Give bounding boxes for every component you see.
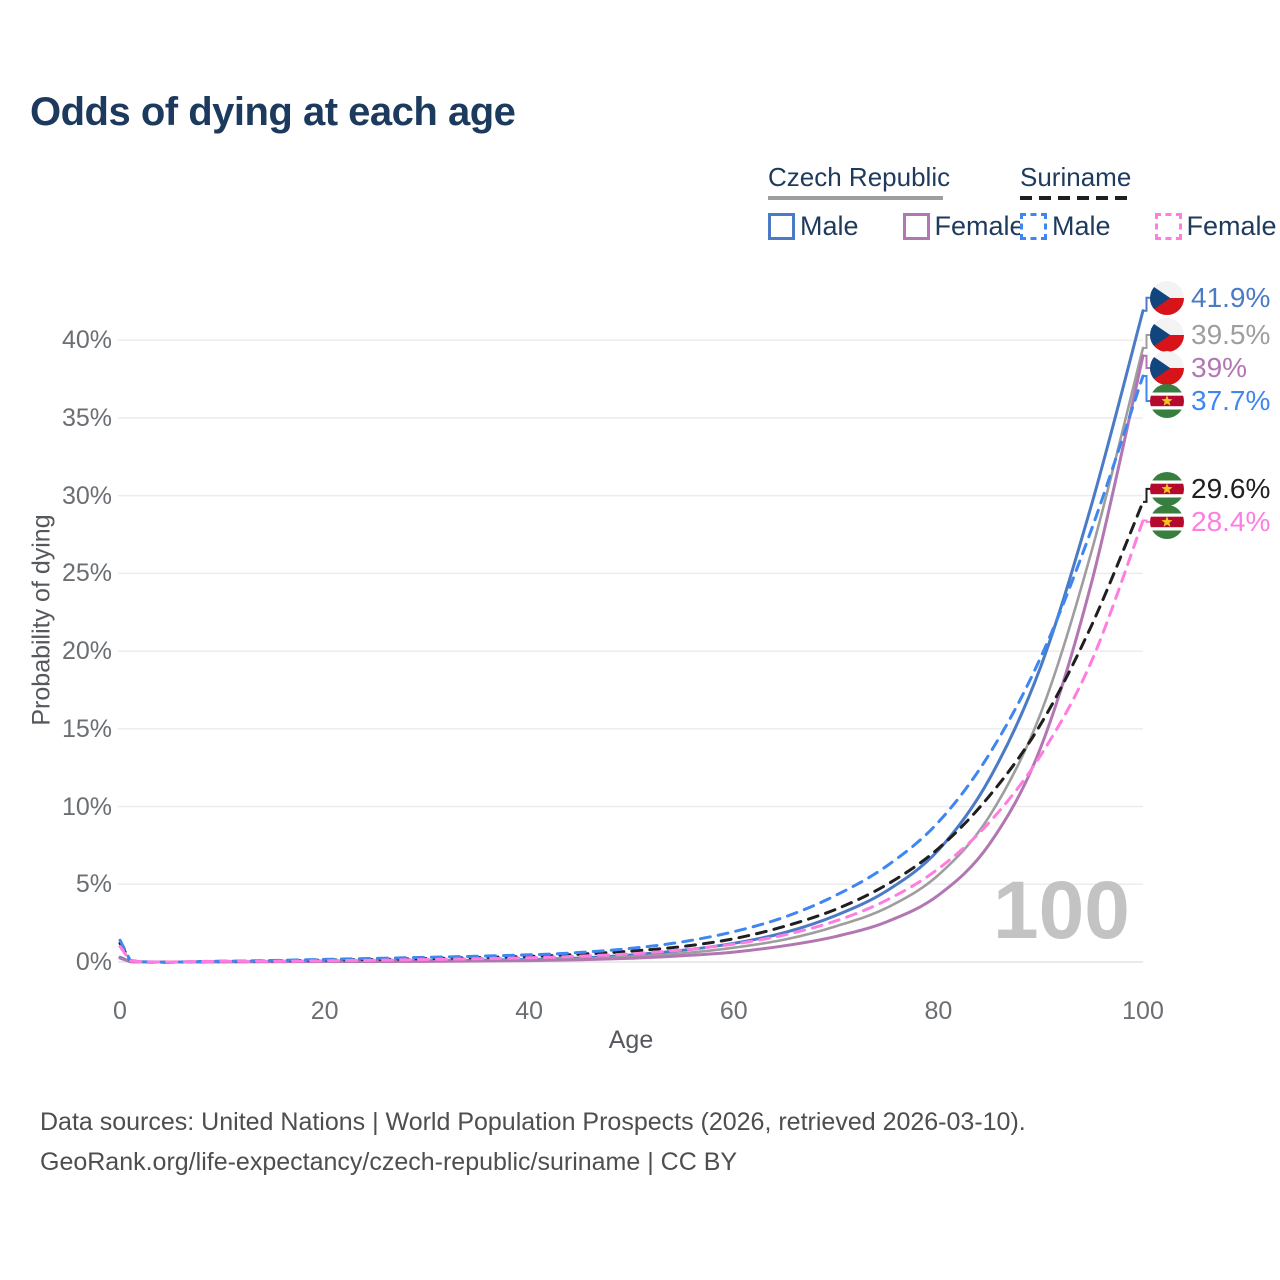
y-tick-label: 15% [61,714,112,743]
data-sources-text: Data sources: United Nations | World Pop… [40,1108,1026,1136]
legend-item-label: Male [800,211,859,241]
flag-czech-republic-icon [1150,318,1184,352]
legend-swatch-czech-republic-female [902,213,930,240]
legend-item-label: Female [1186,211,1277,241]
y-tick-label: 10% [61,792,112,821]
series-line-suriname-male [118,374,1145,964]
legend-dashed-line-sample [1020,196,1130,200]
y-tick-label: 40% [61,326,112,355]
x-tick-label: 0 [113,997,127,1025]
y-tick-label: 30% [61,481,112,510]
label-connector [1143,519,1151,523]
label-connector [1143,334,1151,350]
end-label-czech-republic-female: 39% [1150,351,1247,385]
x-tick-label: 80 [924,997,953,1025]
end-label-value: 41.9% [1191,281,1271,313]
label-connector [1143,296,1151,312]
legend-group-suriname: Suriname Male Female [1020,162,1277,242]
legend-group-title: Suriname [1020,162,1132,192]
page-title: Odds of dying at each age [30,90,516,134]
x-tick-label: 60 [719,997,748,1025]
end-label-value: 39.5% [1191,319,1271,350]
y-axis-title: Probability of dying [27,514,56,726]
legend-group-title: Czech Republic [768,162,951,192]
legend-item-label: Female [934,211,1025,241]
series-line-czech-republic-both-sexes [118,346,1145,964]
legend-swatch-czech-republic-male [768,213,795,240]
legend-solid-line-sample [768,196,943,200]
legend-swatch-suriname-female [1154,213,1182,240]
flag-suriname-icon [1150,504,1184,539]
flag-suriname-icon [1150,471,1184,506]
flag-suriname-icon [1150,384,1184,418]
x-tick-label: 20 [310,997,339,1025]
legend-item-label: Male [1052,211,1111,241]
series-line-suriname-both-sexes [118,500,1145,964]
end-label-suriname-both-sexes: 29.6% [1150,471,1271,506]
end-label-value: 28.4% [1191,505,1271,537]
end-label-value: 29.6% [1191,472,1271,504]
x-tick-label: 40 [515,997,544,1025]
y-tick-label: 0% [75,948,112,976]
x-axis-title: Age [608,1026,654,1054]
age-counter-watermark: 100 [993,865,1130,956]
legend-group-czech-republic: Czech Republic Male Female [768,162,1025,242]
attribution-text: GeoRank.org/life-expectancy/czech-republ… [40,1148,738,1176]
y-tick-label: 20% [61,637,112,666]
series-line-czech-republic-female [118,354,1145,964]
end-label-suriname-male: 37.7% [1150,384,1270,418]
end-label-czech-republic-male: 41.9% [1150,280,1271,315]
y-tick-label: 25% [61,559,112,588]
legend-swatch-suriname-male [1020,213,1047,240]
y-tick-label: 5% [75,870,112,899]
label-connector [1143,487,1151,503]
label-connector [1143,354,1151,370]
flag-czech-republic-icon [1150,280,1184,315]
end-label-value: 37.7% [1191,385,1271,416]
series-line-suriname-female [118,519,1145,964]
end-label-suriname-female: 28.4% [1150,504,1271,539]
x-tick-label: 100 [1122,997,1164,1025]
end-label-value: 39% [1191,352,1248,383]
label-connector [1143,374,1151,403]
y-tick-label: 35% [61,403,112,432]
flag-czech-republic-icon [1150,351,1184,385]
series-line-czech-republic-male [118,309,1145,964]
end-label-czech-republic-both-sexes: 39.5% [1150,318,1270,352]
